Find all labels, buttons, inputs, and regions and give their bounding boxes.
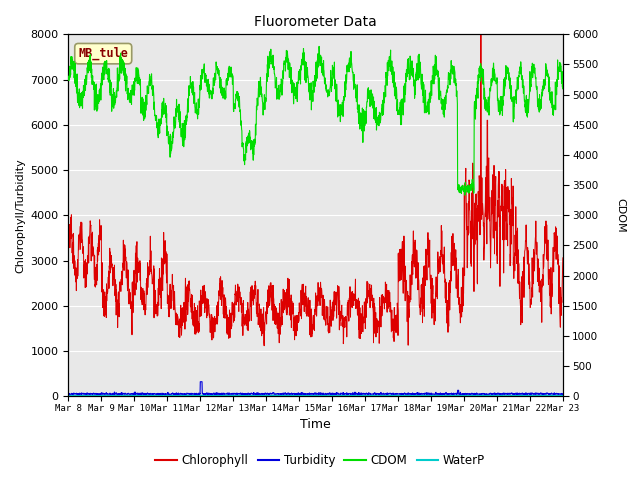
Y-axis label: CDOM: CDOM [615,198,625,233]
Y-axis label: Chlorophyll/Turbidity: Chlorophyll/Turbidity [15,158,25,273]
Title: Fluorometer Data: Fluorometer Data [254,15,377,29]
Legend: Chlorophyll, Turbidity, CDOM, WaterP: Chlorophyll, Turbidity, CDOM, WaterP [150,449,490,472]
X-axis label: Time: Time [300,419,331,432]
Text: MB_tule: MB_tule [78,47,128,60]
